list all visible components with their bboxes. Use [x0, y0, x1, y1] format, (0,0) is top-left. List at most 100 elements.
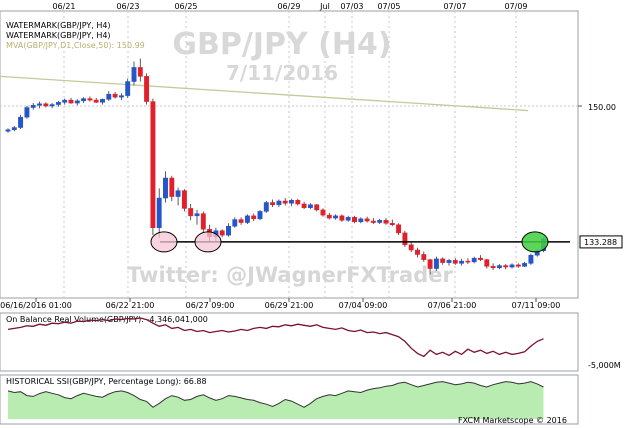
top-axis-label-5: 07/03 [340, 2, 363, 11]
candle-2 [18, 114, 24, 130]
candle-75 [478, 255, 483, 262]
candle-22 [144, 73, 150, 105]
candle-9 [62, 98, 68, 105]
candle-13 [87, 96, 93, 102]
legend-watermark-2: WATERMARK(GBP/JPY, H4) [6, 31, 111, 40]
support-touch-circle-2 [194, 231, 222, 253]
candle-35 [226, 223, 231, 237]
candle-56 [358, 217, 364, 224]
footer-credit: FXCM Marketscope © 2016 [458, 416, 567, 425]
candle-38 [244, 214, 250, 225]
candle-36 [232, 217, 238, 228]
candle-7 [49, 103, 55, 109]
candle-11 [74, 99, 80, 106]
candle-78 [496, 264, 502, 270]
candle-57 [364, 216, 370, 223]
ssi-line [7, 381, 544, 408]
top-axis-label-7: 07/07 [443, 2, 466, 11]
candle-53 [339, 214, 345, 222]
candle-10 [68, 97, 74, 104]
candle-48 [307, 203, 313, 210]
candle-65 [415, 247, 420, 258]
candle-61 [389, 219, 395, 227]
candle-19 [125, 78, 131, 98]
candle-82 [522, 261, 528, 268]
candle-8 [55, 100, 61, 107]
candle-25 [163, 171, 168, 203]
bottom-axis-label-2: 06/27 09:00 [186, 301, 235, 310]
candle-14 [93, 97, 99, 104]
obv-axis-label: -5,000M [588, 361, 621, 370]
bottom-axis-label-5: 07/06 21:00 [428, 301, 477, 310]
candle-71 [452, 258, 458, 265]
candle-15 [100, 98, 105, 105]
watermark-date: 7/11/2016 [226, 61, 338, 85]
candle-4 [30, 103, 36, 110]
candle-43 [276, 199, 282, 207]
support-level-badge [579, 235, 623, 249]
candle-50 [320, 208, 326, 217]
bottom-axis-label-0: 06/16/2016 01:00 [0, 301, 72, 310]
candle-44 [282, 198, 288, 206]
candle-3 [24, 106, 30, 119]
support-touch-circle-1 [150, 231, 178, 253]
candle-74 [471, 256, 477, 264]
candle-17 [112, 91, 118, 99]
candle-51 [326, 212, 332, 220]
watermark-title: GBP/JPY (H4) [172, 27, 391, 62]
candle-83 [528, 253, 534, 265]
candle-26 [169, 175, 175, 202]
obv-line [7, 317, 544, 358]
candle-24 [156, 188, 162, 239]
candle-29 [188, 203, 194, 221]
bottom-axis-label-6: 07/11 09:00 [512, 301, 561, 310]
candle-37 [238, 217, 244, 225]
support-touch-circle-3 [521, 231, 549, 253]
bottom-axis-label-1: 06/22 21:00 [106, 301, 155, 310]
candle-81 [515, 263, 521, 268]
candle-27 [175, 187, 181, 206]
candle-21 [137, 58, 143, 82]
candle-63 [402, 230, 408, 248]
candle-0 [5, 128, 11, 133]
candle-59 [377, 218, 383, 225]
top-axis-label-1: 06/23 [116, 2, 139, 11]
candle-73 [465, 258, 471, 265]
candle-54 [345, 215, 351, 222]
candle-52 [333, 214, 339, 220]
top-axis-label-8: 07/09 [504, 2, 527, 11]
top-axis-label-3: 06/29 [277, 2, 300, 11]
candle-49 [314, 203, 320, 212]
candle-20 [131, 61, 137, 86]
candle-72 [459, 258, 465, 266]
bottom-axis-label-3: 06/29 21:00 [265, 301, 314, 310]
watermark-twitter: Twitter: @JWagnerFXTrader [127, 263, 453, 287]
candle-46 [295, 198, 301, 206]
bottom-axis-label-4: 07/04 09:00 [339, 301, 388, 310]
obv-panel [0, 312, 579, 372]
legend-watermark-1: WATERMARK(GBP/JPY, H4) [6, 21, 111, 30]
candle-77 [490, 263, 496, 271]
candle-47 [301, 201, 307, 210]
candle-12 [81, 97, 87, 104]
candle-5 [37, 101, 42, 109]
candle-79 [503, 264, 509, 270]
candle-67 [427, 258, 433, 275]
obv-label: On Balance Real Volume(GBP/JPY): -4,346,… [6, 315, 208, 324]
candle-28 [181, 189, 187, 212]
candle-41 [263, 201, 269, 213]
ssi-area [8, 381, 544, 419]
candle-62 [396, 223, 402, 236]
candle-60 [383, 218, 389, 225]
candle-69 [440, 257, 446, 265]
candle-68 [433, 256, 439, 271]
candle-58 [370, 218, 376, 225]
candle-6 [43, 102, 49, 108]
candle-18 [118, 93, 124, 101]
bottom-time-axis: 06/16/2016 01:00 06/22 21:00 06/27 09:00 06… [0, 298, 560, 310]
candle-30 [194, 209, 200, 225]
candle-66 [421, 251, 427, 262]
candle-31 [200, 211, 206, 233]
candle-23 [150, 98, 156, 236]
